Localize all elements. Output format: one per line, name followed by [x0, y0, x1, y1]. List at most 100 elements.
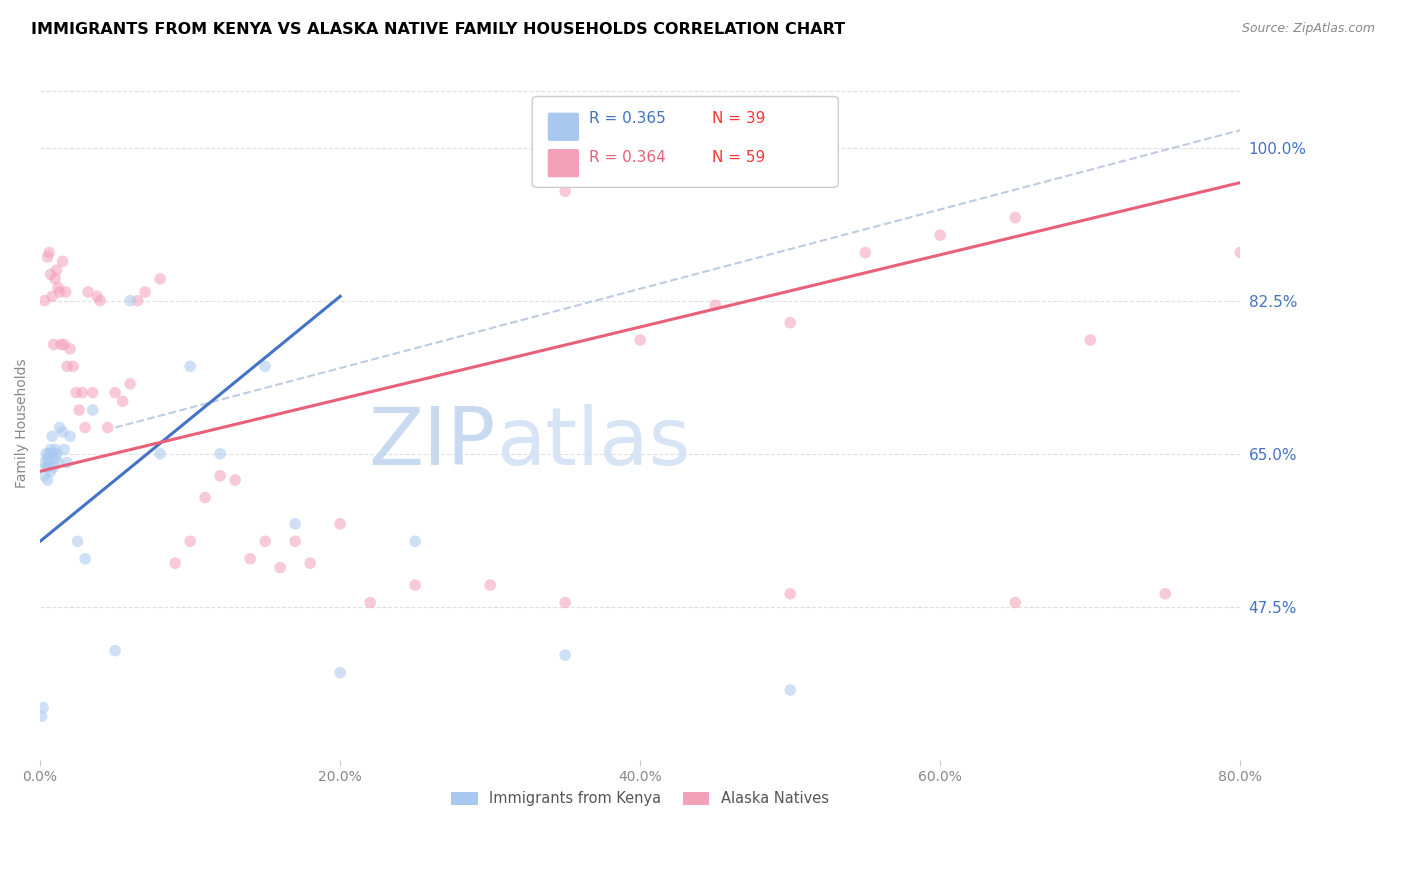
Point [209, 447, 232, 461]
Point [104, 643, 127, 657]
Point [194, 491, 217, 505]
Point [34, 456, 56, 470]
Point [52, 425, 75, 439]
Point [329, 665, 352, 680]
Point [479, 578, 502, 592]
Point [46, 456, 69, 470]
Point [38, 245, 60, 260]
Point [284, 534, 307, 549]
Text: R = 0.365: R = 0.365 [589, 112, 665, 126]
Text: atlas: atlas [496, 404, 690, 483]
Point [86, 289, 108, 303]
Point [42, 459, 65, 474]
Point [38, 456, 60, 470]
Point [269, 560, 291, 574]
Point [75, 551, 97, 566]
Point [53, 337, 76, 351]
Point [65, 385, 87, 400]
Point [209, 468, 232, 483]
Point [38, 447, 60, 461]
Point [31, 709, 53, 723]
Point [53, 442, 76, 457]
Point [34, 293, 56, 308]
Point [329, 516, 352, 531]
Text: ZIP: ZIP [368, 404, 496, 483]
Point [127, 293, 149, 308]
Point [49, 337, 72, 351]
Point [104, 385, 127, 400]
Point [56, 456, 79, 470]
Point [55, 285, 77, 299]
Point [359, 596, 381, 610]
Point [37, 473, 59, 487]
Point [1154, 587, 1177, 601]
Point [35, 447, 58, 461]
Point [35, 459, 58, 474]
Point [554, 185, 576, 199]
Legend: Immigrants from Kenya, Alaska Natives: Immigrants from Kenya, Alaska Natives [444, 784, 837, 814]
Point [120, 376, 142, 391]
Point [554, 596, 576, 610]
Point [41, 429, 63, 443]
Point [45, 447, 67, 461]
Point [299, 556, 322, 570]
Point [929, 228, 952, 243]
Text: R = 0.364: R = 0.364 [589, 150, 665, 165]
Point [45, 263, 67, 277]
Text: N = 39: N = 39 [713, 112, 766, 126]
Point [66, 534, 89, 549]
Point [37, 459, 59, 474]
Text: Source: ZipAtlas.com: Source: ZipAtlas.com [1241, 22, 1375, 36]
Point [34, 468, 56, 483]
Point [120, 293, 142, 308]
Point [179, 359, 201, 374]
Point [39, 442, 62, 457]
Point [1078, 333, 1101, 347]
Point [1229, 245, 1251, 260]
Point [1004, 211, 1026, 225]
Point [37, 451, 59, 466]
Point [48, 285, 70, 299]
Point [46, 280, 69, 294]
Point [254, 534, 277, 549]
Point [82, 385, 104, 400]
Point [134, 285, 156, 299]
FancyBboxPatch shape [548, 149, 579, 178]
Point [67, 403, 90, 417]
Point [59, 429, 82, 443]
Point [149, 447, 172, 461]
Point [254, 359, 277, 374]
Point [42, 337, 65, 351]
Point [97, 420, 120, 434]
Point [52, 254, 75, 268]
Point [779, 683, 801, 698]
Point [75, 420, 97, 434]
Point [179, 534, 201, 549]
Point [32, 700, 55, 714]
Point [44, 272, 66, 286]
FancyBboxPatch shape [548, 112, 579, 141]
Point [48, 420, 70, 434]
Point [404, 578, 426, 592]
FancyBboxPatch shape [533, 96, 838, 187]
Point [704, 298, 727, 312]
Point [224, 473, 246, 487]
Point [39, 464, 62, 478]
Point [111, 394, 134, 409]
Point [779, 316, 801, 330]
Point [284, 516, 307, 531]
Point [165, 556, 187, 570]
Point [37, 250, 59, 264]
Point [89, 293, 111, 308]
Point [779, 587, 801, 601]
Point [628, 333, 651, 347]
Point [82, 403, 104, 417]
Text: IMMIGRANTS FROM KENYA VS ALASKA NATIVE FAMILY HOUSEHOLDS CORRELATION CHART: IMMIGRANTS FROM KENYA VS ALASKA NATIVE F… [31, 22, 845, 37]
Point [149, 272, 172, 286]
Y-axis label: Family Households: Family Households [15, 359, 30, 488]
Point [59, 342, 82, 356]
Point [41, 289, 63, 303]
Text: N = 59: N = 59 [713, 150, 765, 165]
Point [39, 268, 62, 282]
Point [1004, 596, 1026, 610]
